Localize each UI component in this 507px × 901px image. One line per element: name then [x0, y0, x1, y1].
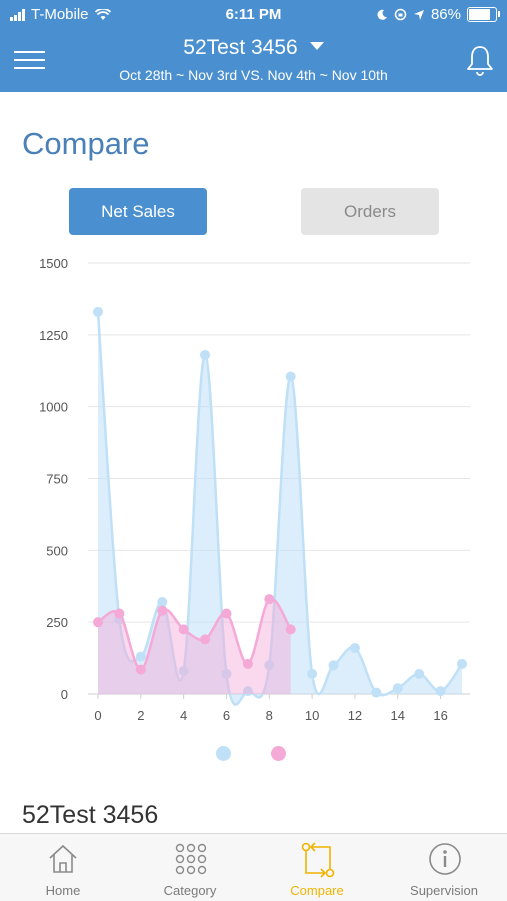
- series-2-point: [285, 624, 296, 635]
- series-2-point: [135, 664, 146, 675]
- tab-label: Home: [45, 883, 81, 898]
- series-1-point: [264, 660, 275, 671]
- tab-category[interactable]: Category: [127, 834, 253, 901]
- legend-dot-series-a[interactable]: [216, 746, 231, 761]
- tab-bar: Home Category Compare Supervision: [0, 833, 507, 901]
- series-2-point: [157, 605, 168, 616]
- series-1-point: [328, 660, 339, 671]
- y-tick-label: 1250: [39, 328, 68, 343]
- moon-icon: [377, 9, 387, 20]
- orders-button[interactable]: Orders: [301, 188, 439, 235]
- top-bar: T-Mobile 6:11 PM 86% 52Test 3456: [0, 0, 507, 92]
- carrier-label: T-Mobile: [31, 6, 89, 23]
- rotation-lock-icon: [394, 8, 407, 21]
- series-2-line: [97, 597, 292, 671]
- y-tick-label: 750: [46, 472, 68, 487]
- compare-icon: [301, 842, 335, 878]
- date-range: Oct 28th ~ Nov 3rd VS. Nov 4th ~ Nov 10t…: [119, 67, 388, 83]
- series-1-point: [435, 686, 446, 697]
- x-tick-label: 16: [433, 708, 447, 723]
- battery-icon: [467, 7, 500, 22]
- home-icon: [49, 844, 77, 873]
- caret-down-icon: [309, 42, 324, 50]
- series-1-point: [285, 371, 296, 382]
- x-tick-label: 0: [94, 708, 101, 723]
- grid-icon: [175, 843, 207, 875]
- store-selector[interactable]: 52Test 3456: [0, 36, 507, 60]
- location-icon: [413, 9, 424, 20]
- series-1-point: [371, 687, 382, 698]
- info-icon: [429, 843, 461, 875]
- y-tick-label: 1500: [39, 256, 68, 271]
- menu-icon[interactable]: [14, 51, 45, 69]
- x-tick-label: 10: [305, 708, 319, 723]
- series-1-point: [307, 668, 318, 679]
- wifi-icon: [94, 8, 111, 20]
- status-left: T-Mobile: [10, 6, 111, 23]
- y-tick-label: 250: [46, 615, 68, 630]
- y-tick-label: 0: [61, 687, 68, 702]
- series-1-point: [200, 349, 211, 360]
- series-1-point: [135, 651, 146, 662]
- tab-label: Supervision: [410, 883, 478, 898]
- y-tick-label: 500: [46, 543, 68, 558]
- series-1-point: [392, 683, 403, 694]
- series-1-point: [178, 666, 189, 677]
- series-1-point: [349, 643, 360, 654]
- series-2-point: [242, 658, 253, 669]
- battery-percent: 86%: [430, 6, 461, 23]
- section-title: 52Test 3456: [22, 801, 159, 829]
- legend-dot-series-b[interactable]: [271, 746, 286, 761]
- series-2-point: [178, 624, 189, 635]
- series-2-point: [200, 634, 211, 645]
- status-time: 6:11 PM: [225, 6, 282, 23]
- tab-compare[interactable]: Compare: [254, 834, 380, 901]
- series-1-point: [242, 686, 253, 697]
- series-2-point: [221, 608, 232, 619]
- tab-supervision[interactable]: Supervision: [381, 834, 507, 901]
- net-sales-button[interactable]: Net Sales: [69, 188, 207, 235]
- series-1-point: [414, 668, 425, 679]
- bell-icon[interactable]: [465, 44, 495, 76]
- store-title: 52Test 3456: [183, 36, 298, 59]
- status-bar: T-Mobile 6:11 PM 86%: [0, 0, 507, 30]
- x-tick-label: 2: [137, 708, 144, 723]
- x-tick-label: 4: [180, 708, 187, 723]
- tab-label: Compare: [290, 883, 344, 898]
- series-1-point: [221, 668, 232, 679]
- tab-home[interactable]: Home: [0, 834, 126, 901]
- series-1-point: [93, 306, 103, 317]
- series-2-point: [114, 608, 125, 619]
- y-tick-label: 1000: [39, 400, 68, 415]
- series-2-point: [93, 617, 103, 628]
- compare-chart: 0 250 500 750 1000 1250 1500 0 2 4 6 8 10 12 14 16: [39, 256, 470, 723]
- status-right: 86%: [376, 6, 500, 23]
- series-2-area: [98, 598, 291, 694]
- series-1-point: [457, 658, 467, 669]
- x-tick-label: 12: [348, 708, 362, 723]
- tab-label: Category: [163, 883, 217, 898]
- x-tick-label: 6: [223, 708, 230, 723]
- series-2-point: [264, 594, 275, 605]
- signal-icon: [10, 8, 25, 21]
- x-tick-label: 14: [391, 708, 405, 723]
- x-tick-label: 8: [266, 708, 273, 723]
- page-title: Compare: [22, 126, 150, 161]
- series-1-point: [157, 597, 168, 608]
